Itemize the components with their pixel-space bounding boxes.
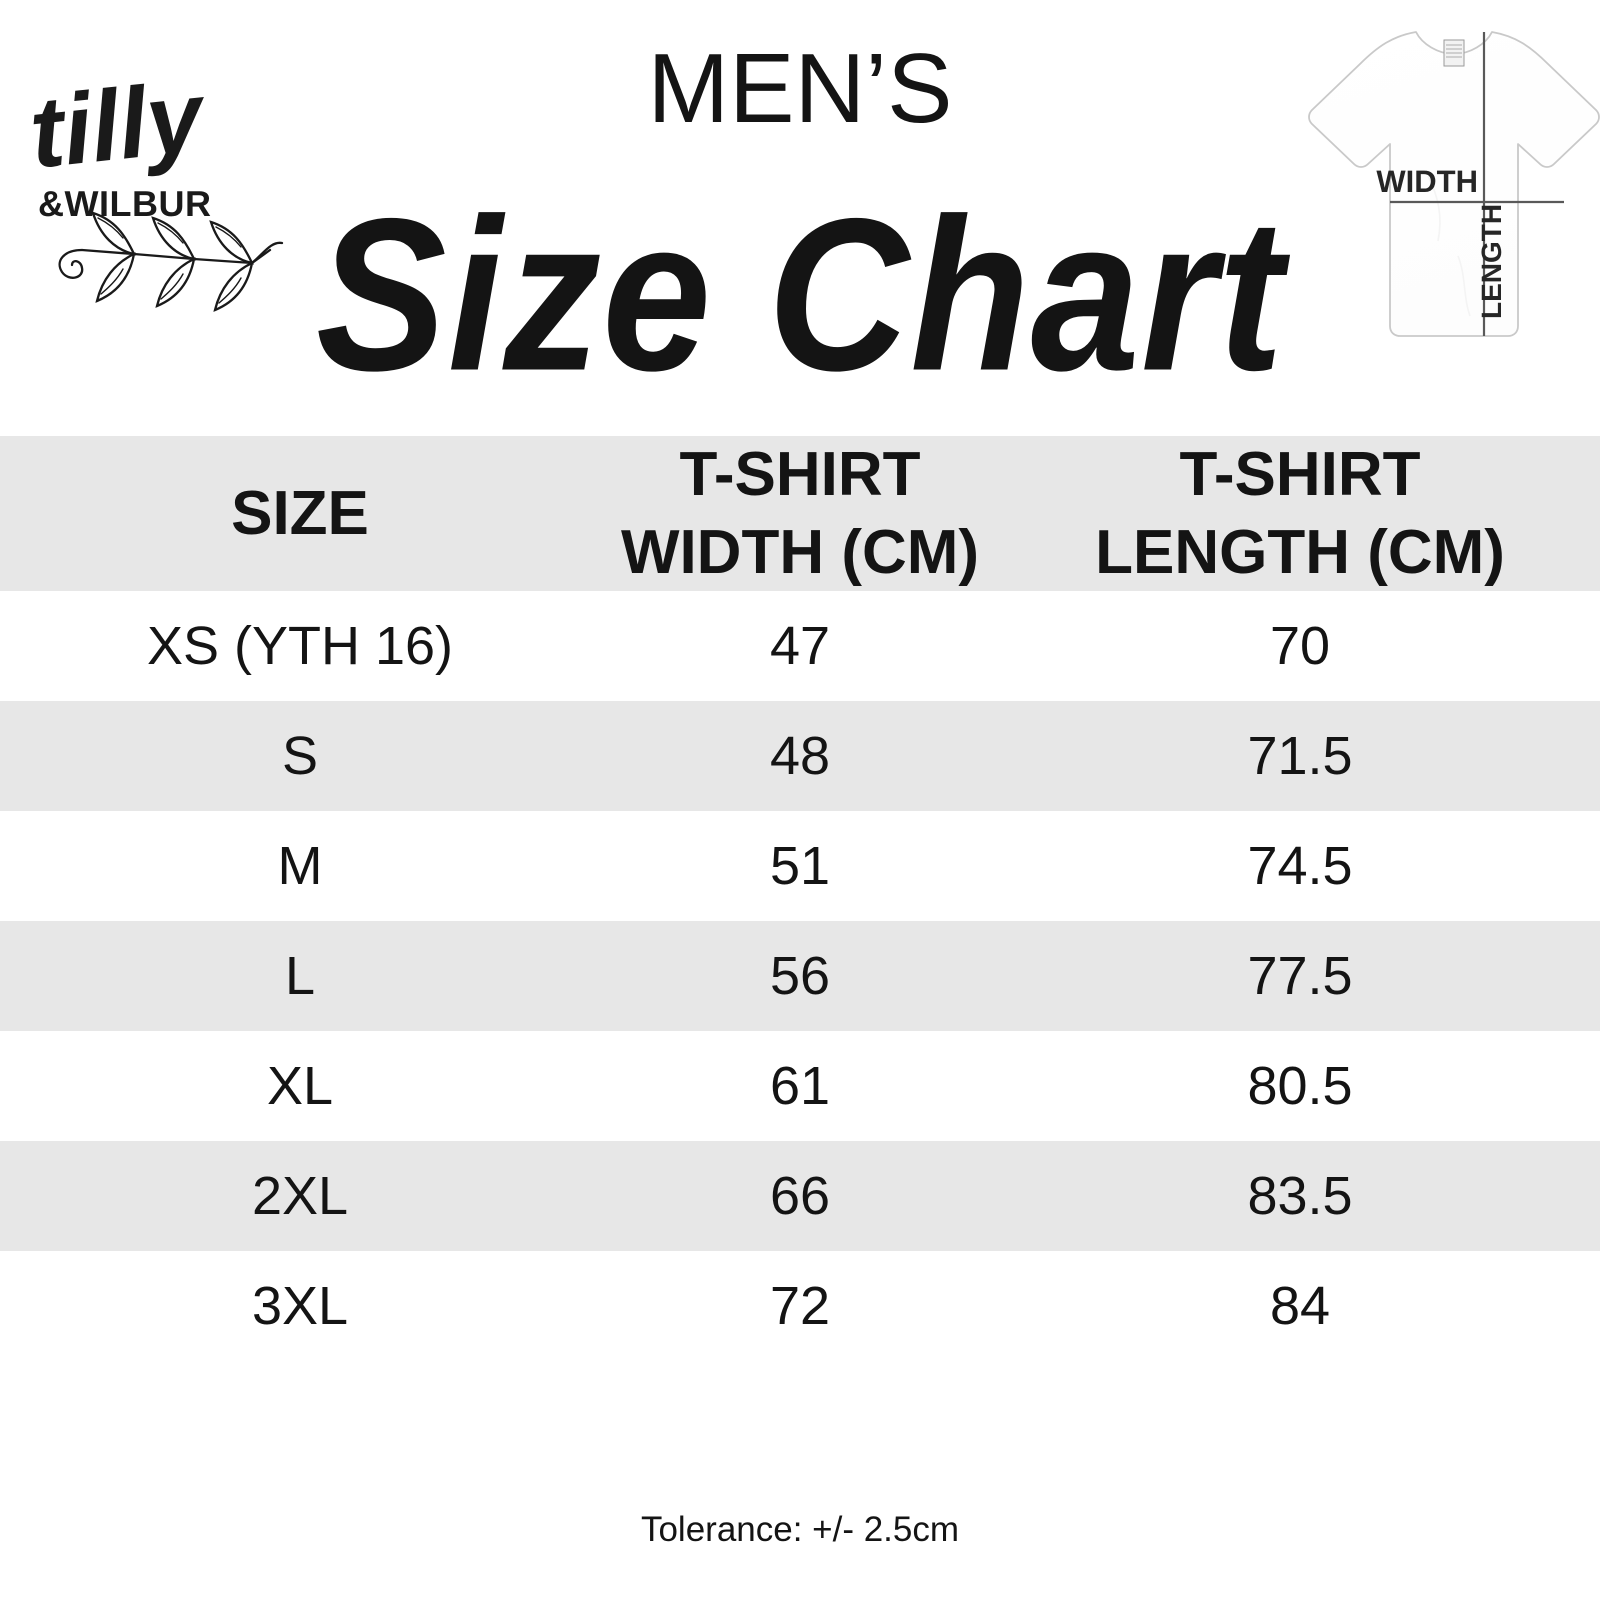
svg-text:LENGTH: LENGTH bbox=[1476, 204, 1507, 319]
svg-text:WIDTH: WIDTH bbox=[1376, 164, 1478, 199]
